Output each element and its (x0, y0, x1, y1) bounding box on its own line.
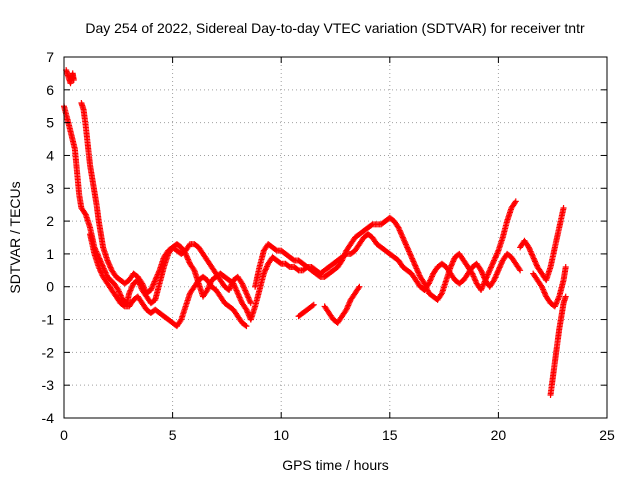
data-point (355, 285, 362, 292)
data-point (560, 204, 567, 211)
y-axis-label: SDTVAR / TECUs (7, 181, 23, 293)
y-tick-label: 2 (46, 213, 54, 229)
plot-frame (63, 56, 608, 419)
data-point (512, 198, 519, 205)
x-tick-label: 15 (382, 427, 398, 443)
chart-title: Day 254 of 2022, Sidereal Day-to-day VTE… (85, 20, 585, 36)
y-tick-label: 0 (46, 279, 54, 295)
grid (64, 57, 607, 418)
data-point (562, 264, 569, 271)
data-point (309, 302, 316, 309)
y-tick-label: -1 (42, 312, 55, 328)
data-point (81, 210, 88, 217)
data-point (511, 199, 518, 206)
data-point (70, 76, 77, 83)
x-tick-label: 25 (599, 427, 615, 443)
y-tick-label: -4 (42, 410, 55, 426)
series-2 (63, 67, 567, 307)
x-tick-label: 20 (491, 427, 507, 443)
y-tick-label: -3 (42, 377, 55, 393)
axis-ticks: 0 5 10 15 20 25 -4 -3 -2 -1 0 1 2 3 4 5 6 7 (42, 49, 615, 443)
x-tick-label: 5 (169, 427, 177, 443)
data-point (438, 291, 445, 298)
data-point (243, 323, 250, 330)
y-tick-label: 6 (46, 82, 54, 98)
data-point (517, 267, 524, 274)
data-series (61, 67, 569, 399)
y-tick-label: -2 (42, 344, 55, 360)
x-tick-label: 0 (60, 427, 68, 443)
y-tick-label: 7 (46, 49, 54, 65)
series-3 (87, 231, 569, 399)
y-tick-label: 3 (46, 180, 54, 196)
x-axis-label: GPS time / hours (282, 457, 389, 473)
series-1 (61, 103, 569, 323)
data-point (190, 266, 197, 273)
y-tick-label: 5 (46, 115, 54, 131)
data-point (310, 301, 317, 308)
data-point (356, 283, 363, 290)
data-point (177, 317, 184, 324)
x-tick-label: 10 (273, 427, 289, 443)
y-tick-label: 1 (46, 246, 54, 262)
data-point (562, 293, 569, 300)
data-point (516, 266, 523, 273)
y-tick-label: 4 (46, 147, 54, 163)
data-point (242, 322, 249, 329)
data-point (247, 300, 254, 307)
